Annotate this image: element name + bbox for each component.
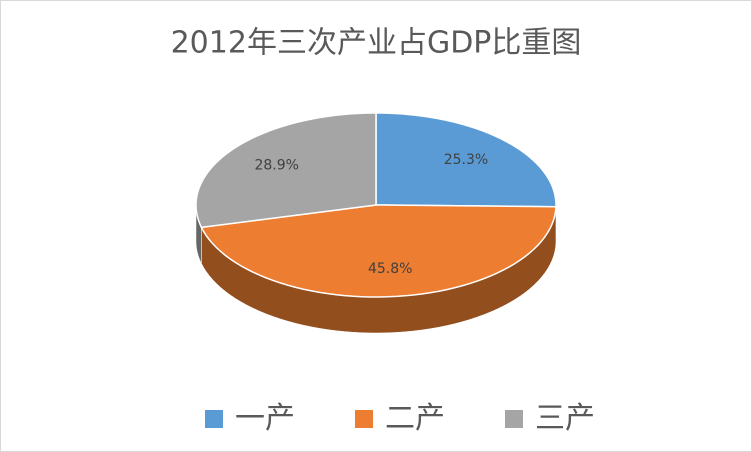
legend-label: 三产 [535, 401, 595, 436]
legend-swatch [205, 410, 223, 428]
data-label: 28.9% [254, 157, 298, 173]
legend-label: 一产 [235, 401, 295, 436]
legend-label: 二产 [385, 401, 445, 436]
chart-title: 2012年三次产业占GDP比重图 [171, 26, 582, 61]
legend-swatch [505, 410, 523, 428]
pie-slice [195, 112, 377, 229]
pie-slice [375, 112, 557, 208]
legend-swatch [355, 410, 373, 428]
pie-slice [200, 204, 557, 298]
data-label: 45.8% [368, 261, 412, 277]
data-label: 25.3% [444, 152, 488, 168]
